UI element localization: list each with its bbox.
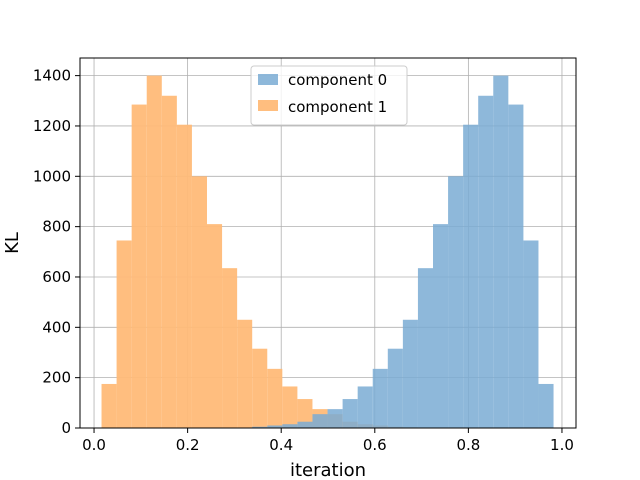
bar-component-0 <box>433 224 449 428</box>
x-tick-label: 0.4 <box>269 436 293 454</box>
y-tick-label: 800 <box>42 218 71 236</box>
y-tick-label: 1200 <box>33 117 71 135</box>
bar-component-0 <box>508 104 524 428</box>
y-tick-label: 400 <box>42 318 71 336</box>
bar-component-1 <box>191 176 207 428</box>
bar-component-1 <box>101 383 117 428</box>
axis-ticks: 0.0 0.2 0.4 0.6 0.8 1.0 0 200 400 600 800 1000 1200 1… <box>33 67 574 454</box>
bar-component-1 <box>222 268 238 428</box>
bar-component-0 <box>312 414 328 428</box>
legend-label-component-0: component 0 <box>288 71 387 89</box>
bar-component-1 <box>267 368 283 428</box>
y-tick-label: 0 <box>61 419 71 437</box>
bar-component-0 <box>282 424 298 428</box>
bar-component-0 <box>387 348 403 428</box>
y-tick-label: 1000 <box>33 167 71 185</box>
x-tick-label: 1.0 <box>550 436 574 454</box>
x-tick-label: 0.6 <box>363 436 387 454</box>
bar-component-0 <box>372 368 388 428</box>
bar-component-0 <box>463 124 479 428</box>
plot-frame <box>79 57 577 429</box>
bar-component-1 <box>161 95 177 429</box>
bar-component-1 <box>206 224 223 428</box>
bar-component-1 <box>176 124 192 428</box>
bar-component-0 <box>493 75 509 428</box>
bar-component-0 <box>402 319 418 428</box>
x-axis-label: iteration <box>290 460 366 480</box>
legend: component 0 component 1 <box>250 65 408 126</box>
legend-box <box>250 65 408 126</box>
y-tick-label: 1400 <box>33 67 71 85</box>
y-tick-label: 600 <box>42 268 71 286</box>
bar-component-0 <box>523 240 539 428</box>
bar-component-0 <box>297 421 313 428</box>
y-axis-label: KL <box>2 232 23 254</box>
x-tick-label: 0.0 <box>82 436 106 454</box>
legend-label-component-1: component 1 <box>288 98 387 116</box>
bar-component-1 <box>252 348 268 428</box>
bar-component-0 <box>327 409 343 428</box>
y-tick-label: 200 <box>42 369 71 387</box>
histogram-bars <box>101 75 554 429</box>
bar-component-0 <box>252 426 268 428</box>
bar-component-0 <box>538 383 554 428</box>
bar-component-1 <box>297 399 313 428</box>
bar-component-0 <box>357 386 373 428</box>
x-tick-label: 0.8 <box>456 436 480 454</box>
bar-component-1 <box>131 104 147 428</box>
bar-component-0 <box>267 425 283 428</box>
bar-component-0 <box>417 268 434 428</box>
bar-component-1 <box>116 240 132 428</box>
bar-component-1 <box>237 319 253 428</box>
bar-component-1 <box>282 386 298 428</box>
bar-component-0 <box>342 399 358 428</box>
bar-component-0 <box>478 95 494 429</box>
legend-swatch-component-0 <box>258 74 278 85</box>
bar-component-0 <box>448 176 464 428</box>
legend-swatch-component-1 <box>258 100 278 111</box>
bar-component-1 <box>146 75 162 428</box>
x-tick-label: 0.2 <box>176 436 200 454</box>
